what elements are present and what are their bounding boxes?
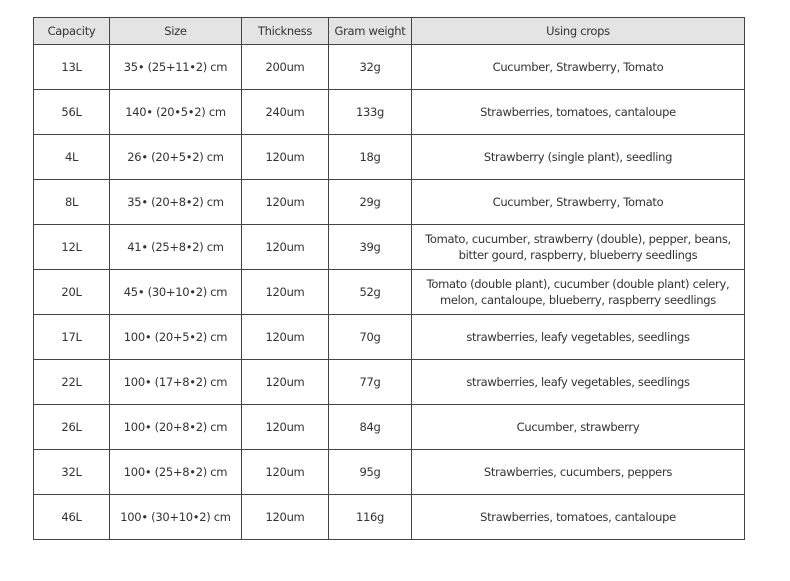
gram-weight-cell: 95g <box>328 449 412 495</box>
gram-weight-cell: 32g <box>328 44 412 90</box>
crops-cell: Tomato, cucumber, strawberry (double), p… <box>411 224 745 270</box>
size-cell: 35• (20+8•2) cm <box>109 179 242 225</box>
thickness-cell: 120um <box>241 179 329 225</box>
size-cell: 26• (20+5•2) cm <box>109 134 242 180</box>
capacity-cell: 26L <box>33 404 110 450</box>
gram-weight-cell: 133g <box>328 89 412 135</box>
capacity-cell: 46L <box>33 494 110 540</box>
size-cell: 100• (17+8•2) cm <box>109 359 242 405</box>
thickness-cell: 120um <box>241 314 329 360</box>
crops-cell: Strawberry (single plant), seedling <box>411 134 745 180</box>
table-row: 4L 26• (20+5•2) cm 120um 18g Strawberry (sin… <box>33 134 745 180</box>
thickness-cell: 120um <box>241 269 329 315</box>
size-cell: 100• (25+8•2) cm <box>109 449 242 495</box>
crops-cell: Strawberries, cucumbers, peppers <box>411 449 745 495</box>
thickness-cell: 200um <box>241 44 329 90</box>
capacity-cell: 17L <box>33 314 110 360</box>
header-capacity: Capacity <box>33 17 110 45</box>
gram-weight-cell: 84g <box>328 404 412 450</box>
size-cell: 140• (20•5•2) cm <box>109 89 242 135</box>
size-cell: 41• (25+8•2) cm <box>109 224 242 270</box>
thickness-cell: 120um <box>241 404 329 450</box>
capacity-cell: 56L <box>33 89 110 135</box>
crops-cell: Cucumber, Strawberry, Tomato <box>411 44 745 90</box>
table-row: 20L 45• (30+10•2) cm 120um 52g Tomato (doubl… <box>33 269 745 315</box>
gram-weight-cell: 39g <box>328 224 412 270</box>
thickness-cell: 120um <box>241 134 329 180</box>
gram-weight-cell: 70g <box>328 314 412 360</box>
crops-cell: Tomato (double plant), cucumber (double … <box>411 269 745 315</box>
table-row: 26L 100• (20+8•2) cm 120um 84g Cucumber, str… <box>33 404 745 450</box>
size-cell: 35• (25+11•2) cm <box>109 44 242 90</box>
crops-cell: Strawberries, tomatoes, cantaloupe <box>411 89 745 135</box>
thickness-cell: 120um <box>241 359 329 405</box>
size-cell: 100• (20+5•2) cm <box>109 314 242 360</box>
header-size: Size <box>109 17 242 45</box>
thickness-cell: 120um <box>241 224 329 270</box>
gram-weight-cell: 116g <box>328 494 412 540</box>
thickness-cell: 240um <box>241 89 329 135</box>
table-row: 32L 100• (25+8•2) cm 120um 95g Strawberries,… <box>33 449 745 495</box>
thickness-cell: 120um <box>241 494 329 540</box>
thickness-cell: 120um <box>241 449 329 495</box>
gram-weight-cell: 52g <box>328 269 412 315</box>
capacity-cell: 12L <box>33 224 110 270</box>
capacity-cell: 8L <box>33 179 110 225</box>
header-gram-weight: Gram weight <box>328 17 412 45</box>
size-cell: 100• (20+8•2) cm <box>109 404 242 450</box>
table-row: 12L 41• (25+8•2) cm 120um 39g Tomato, cucumb… <box>33 224 745 270</box>
table-row: 17L 100• (20+5•2) cm 120um 70g strawberries,… <box>33 314 745 360</box>
gram-weight-cell: 29g <box>328 179 412 225</box>
gram-weight-cell: 77g <box>328 359 412 405</box>
capacity-cell: 20L <box>33 269 110 315</box>
crops-cell: strawberries, leafy vegetables, seedling… <box>411 359 745 405</box>
header-row: Capacity Size Thickness Gram weight Usin… <box>33 17 745 45</box>
gram-weight-cell: 18g <box>328 134 412 180</box>
crops-cell: Strawberries, tomatoes, cantaloupe <box>411 494 745 540</box>
capacity-cell: 4L <box>33 134 110 180</box>
specs-table: Capacity Size Thickness Gram weight Usin… <box>33 17 745 540</box>
table-row: 8L 35• (20+8•2) cm 120um 29g Cucumber, Straw… <box>33 179 745 225</box>
capacity-cell: 13L <box>33 44 110 90</box>
capacity-cell: 22L <box>33 359 110 405</box>
table-row: 22L 100• (17+8•2) cm 120um 77g strawberries,… <box>33 359 745 405</box>
header-using-crops: Using crops <box>411 17 745 45</box>
header-thickness: Thickness <box>241 17 329 45</box>
crops-cell: Cucumber, Strawberry, Tomato <box>411 179 745 225</box>
crops-cell: strawberries, leafy vegetables, seedling… <box>411 314 745 360</box>
table-row: 46L 100• (30+10•2) cm 120um 116g Strawberrie… <box>33 494 745 540</box>
size-cell: 45• (30+10•2) cm <box>109 269 242 315</box>
capacity-cell: 32L <box>33 449 110 495</box>
crops-cell: Cucumber, strawberry <box>411 404 745 450</box>
table-row: 13L 35• (25+11•2) cm 200um 32g Cucumber, Str… <box>33 44 745 90</box>
table-row: 56L 140• (20•5•2) cm 240um 133g Strawberries… <box>33 89 745 135</box>
size-cell: 100• (30+10•2) cm <box>109 494 242 540</box>
